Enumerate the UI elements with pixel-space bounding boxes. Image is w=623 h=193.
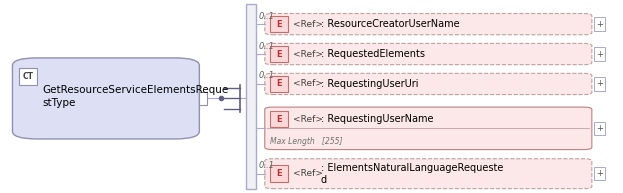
Text: <Ref>: <Ref> xyxy=(293,50,323,58)
Bar xyxy=(199,92,207,105)
Text: : ElementsNaturalLanguageRequeste
d: : ElementsNaturalLanguageRequeste d xyxy=(321,163,503,185)
Bar xyxy=(246,4,256,189)
Text: <Ref>: <Ref> xyxy=(293,20,323,29)
Text: +: + xyxy=(596,20,603,29)
Text: <Ref>: <Ref> xyxy=(293,114,323,124)
Bar xyxy=(270,46,288,62)
Text: CT: CT xyxy=(22,72,34,81)
FancyBboxPatch shape xyxy=(265,107,592,150)
Text: E: E xyxy=(276,114,282,124)
Text: : ResourceCreatorUserName: : ResourceCreatorUserName xyxy=(321,19,460,29)
Text: +: + xyxy=(596,80,603,88)
Bar xyxy=(594,77,605,91)
Bar xyxy=(594,47,605,61)
Text: 0..1: 0..1 xyxy=(259,161,275,170)
FancyBboxPatch shape xyxy=(265,73,592,95)
Bar xyxy=(594,17,605,31)
FancyBboxPatch shape xyxy=(265,159,592,189)
Text: +: + xyxy=(596,50,603,58)
Bar xyxy=(594,167,605,180)
Text: : RequestedElements: : RequestedElements xyxy=(321,49,425,59)
Text: 0..1: 0..1 xyxy=(259,41,275,51)
Text: E: E xyxy=(276,169,282,178)
Bar xyxy=(19,68,37,85)
Text: E: E xyxy=(276,20,282,29)
Text: : RequestingUserName: : RequestingUserName xyxy=(321,114,434,124)
Text: 0..1: 0..1 xyxy=(259,12,275,21)
Text: 0..1: 0..1 xyxy=(259,71,275,80)
Text: +: + xyxy=(596,169,603,178)
Bar xyxy=(270,76,288,92)
Text: <Ref>: <Ref> xyxy=(293,169,323,178)
Text: <Ref>: <Ref> xyxy=(293,80,323,88)
Bar xyxy=(270,111,288,127)
Text: +: + xyxy=(596,124,603,133)
Text: E: E xyxy=(276,50,282,58)
FancyBboxPatch shape xyxy=(12,58,199,139)
Text: : RequestingUserUri: : RequestingUserUri xyxy=(321,79,419,89)
Bar xyxy=(594,122,605,135)
FancyBboxPatch shape xyxy=(265,14,592,35)
Text: GetResourceServiceElementsReque
stType: GetResourceServiceElementsReque stType xyxy=(42,85,229,108)
Text: E: E xyxy=(276,80,282,88)
Bar xyxy=(270,165,288,182)
Bar xyxy=(270,16,288,32)
Text: Max Length   [255]: Max Length [255] xyxy=(270,137,342,146)
FancyBboxPatch shape xyxy=(265,43,592,65)
